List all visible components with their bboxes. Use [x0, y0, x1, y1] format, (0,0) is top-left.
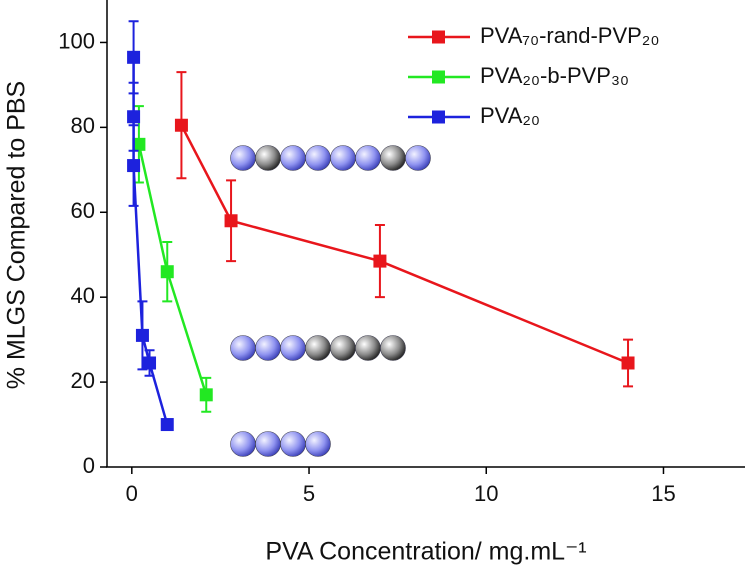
marker	[224, 214, 238, 228]
marker	[199, 388, 213, 402]
marker	[143, 356, 157, 370]
y-axis-label: % MLGS Compared to PBS	[3, 81, 31, 389]
legend-label: PVA₂₀	[480, 103, 540, 128]
marker	[160, 265, 174, 279]
marker	[127, 110, 141, 124]
marker	[373, 254, 387, 268]
marker	[174, 118, 188, 132]
x-axis-label: PVA Concentration/ mg.mL⁻¹	[265, 538, 586, 566]
marker	[127, 50, 141, 64]
x-tick-label: 5	[303, 481, 315, 506]
y-tick-label: 60	[71, 198, 95, 223]
legend-label: PVA₇₀-rand-PVP₂₀	[480, 23, 659, 48]
marker	[621, 356, 635, 370]
marker	[160, 418, 174, 432]
y-tick-label: 40	[71, 283, 95, 308]
legend-marker	[432, 70, 445, 84]
legend-marker	[432, 110, 445, 124]
series-line	[180, 124, 629, 365]
marker	[132, 137, 146, 151]
y-tick-label: 100	[58, 28, 95, 53]
bead-illustrations	[230, 145, 431, 457]
marker	[135, 328, 149, 342]
legend-label: PVA₂₀-b-PVP₃₀	[480, 63, 629, 88]
x-tick-label: 0	[126, 481, 138, 506]
y-tick-label: 20	[71, 368, 95, 393]
y-tick-label: 80	[71, 113, 95, 138]
legend-marker	[432, 30, 445, 44]
x-tick-label: 15	[651, 481, 675, 506]
y-tick-label: 0	[83, 453, 95, 478]
x-tick-label: 10	[474, 481, 498, 506]
marker	[127, 159, 141, 173]
